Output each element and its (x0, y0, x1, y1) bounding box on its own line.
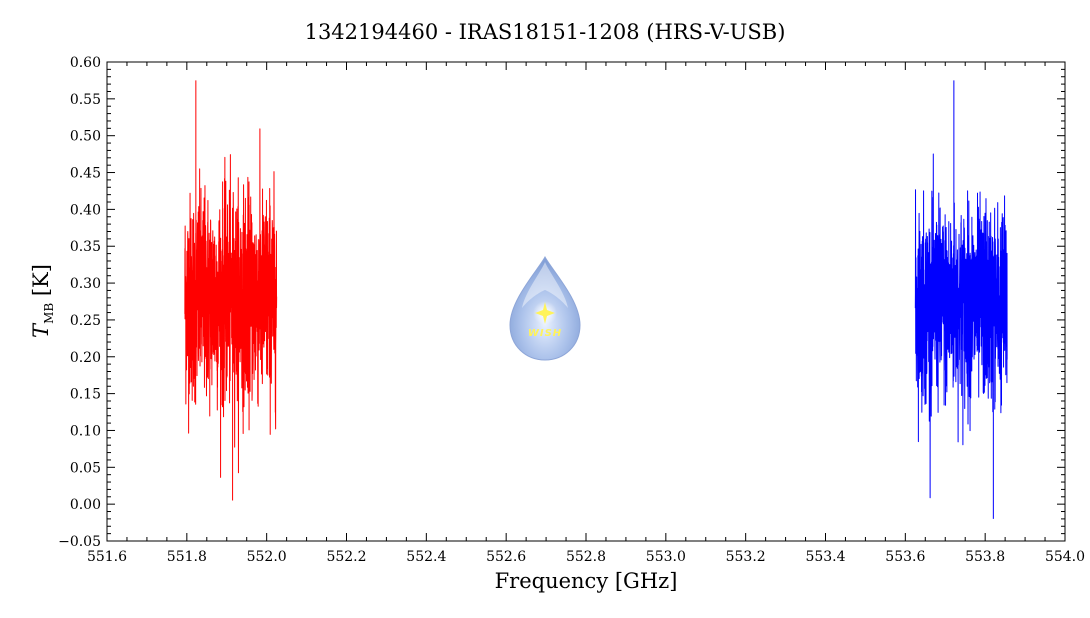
star-icon (535, 302, 555, 324)
y-axis-subscript: MB (42, 303, 56, 324)
y-tick-label: 0.25 (70, 313, 101, 329)
x-tick-label: 552.6 (486, 549, 526, 565)
series-layer (184, 80, 1008, 519)
spectrum-series-blue (914, 80, 1008, 519)
watermark-label: WISH (528, 328, 562, 339)
x-tick-label: 552.0 (247, 549, 287, 565)
y-tick-label: 0.55 (70, 92, 101, 108)
x-tick-label: 551.8 (167, 549, 207, 565)
y-tick-label: 0.50 (70, 129, 101, 145)
x-tick-label: 553.6 (885, 549, 925, 565)
y-tick-label: 0.10 (70, 423, 101, 439)
y-tick-label: 0.15 (70, 387, 101, 403)
x-tick-label: 551.6 (87, 549, 127, 565)
y-tick-label: 0.45 (70, 166, 101, 182)
x-tick-label: 552.8 (566, 549, 606, 565)
x-tick-label: 554.0 (1045, 549, 1085, 565)
y-tick-label: 0.05 (70, 460, 101, 476)
spectrum-series-red (184, 80, 278, 501)
y-axis-unit: [K] (29, 264, 53, 296)
wish-watermark: WISH (509, 255, 581, 361)
x-tick-label: 552.4 (406, 549, 446, 565)
y-tick-label: 0.35 (70, 239, 101, 255)
y-axis-label: TMB [K] (29, 264, 56, 338)
y-tick-label: 0.40 (70, 202, 101, 218)
x-tick-label: 552.2 (326, 549, 366, 565)
y-tick-label: 0.20 (70, 350, 101, 366)
svg-text:TMB [K]: TMB [K] (29, 264, 56, 338)
drop-highlight (522, 262, 568, 308)
y-tick-label: 0.30 (70, 276, 101, 292)
ticks-layer (106, 61, 1066, 542)
x-tick-label: 553.8 (965, 549, 1005, 565)
x-axis-label: Frequency [GHz] (495, 569, 678, 593)
x-tick-label: 553.4 (805, 549, 845, 565)
y-axis-unit-space (29, 296, 53, 303)
y-tick-label: 0.60 (70, 55, 101, 71)
chart-title: 1342194460 - IRAS18151-1208 (HRS-V-USB) (305, 20, 786, 44)
y-tick-label: 0.00 (70, 497, 101, 513)
y-tick-labels: −0.05 0.00 0.05 0.10 0.15 0.20 0.25 0.30 0.35 0.4… (58, 55, 101, 550)
x-tick-labels: 551.6 551.8 552.0 552.2 552.4 552.6 552.8 553.0… (87, 549, 1085, 565)
x-tick-label: 553.2 (726, 549, 766, 565)
y-axis-symbol: T (29, 322, 53, 338)
y-tick-label: −0.05 (58, 534, 101, 550)
x-tick-label: 553.0 (646, 549, 686, 565)
